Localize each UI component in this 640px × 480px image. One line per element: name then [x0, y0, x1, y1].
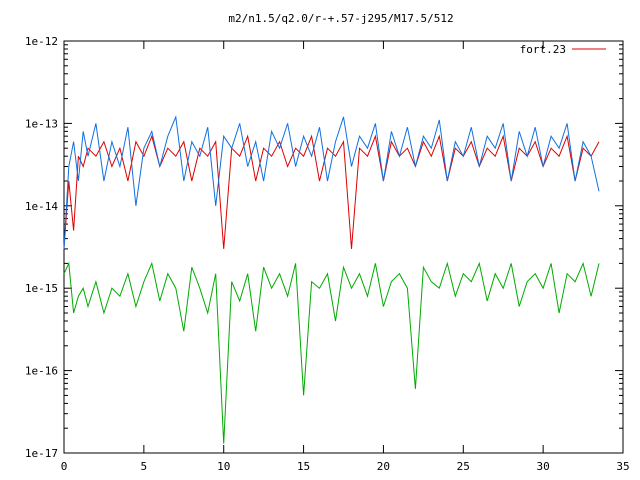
- x-tick-label: 10: [217, 460, 230, 473]
- y-tick-label: 1e-13: [25, 117, 58, 130]
- y-tick-label: 1e-17: [25, 447, 58, 460]
- legend-label: fort.23: [520, 43, 566, 56]
- y-axis: 1e-17 1e-16 1e-15 1e-14 1e-13 1e-12: [25, 35, 623, 460]
- x-tick-label: 30: [537, 460, 550, 473]
- series-layer: [63, 114, 600, 444]
- y-tick-label: 1e-12: [25, 35, 58, 48]
- x-tick-label: 25: [457, 460, 470, 473]
- y-tick-label: 1e-14: [25, 200, 58, 213]
- x-tick-label: 5: [141, 460, 148, 473]
- series-line-2: [63, 114, 600, 249]
- x-tick-label: 20: [377, 460, 390, 473]
- x-tick-label: 15: [297, 460, 310, 473]
- series-line-3: [63, 261, 600, 444]
- x-axis: 0 5 10 15 20 25 30 35: [61, 41, 630, 473]
- x-tick-label: 0: [61, 460, 68, 473]
- chart-title: m2/n1.5/q2.0/r-+.57-j295/M17.5/512: [228, 12, 453, 25]
- series-line-1: [63, 134, 600, 249]
- legend: fort.23: [520, 43, 606, 56]
- y-tick-label: 1e-15: [25, 282, 58, 295]
- y-tick-label: 1e-16: [25, 365, 58, 378]
- x-tick-label: 35: [616, 460, 629, 473]
